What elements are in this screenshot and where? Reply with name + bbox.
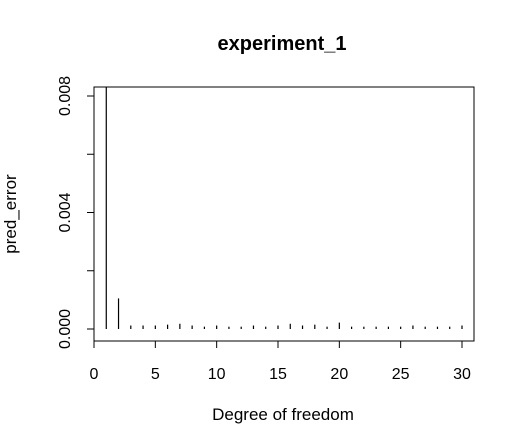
x-tick-label-30: 30 <box>453 366 471 383</box>
y-tick-label-0.008: 0.008 <box>57 76 74 116</box>
y-axis: 0.000 0.004 0.008 <box>57 76 95 349</box>
y-axis-label: pred_error <box>1 174 20 254</box>
x-tick-label-0: 0 <box>90 366 99 383</box>
plot-frame <box>93 86 475 342</box>
x-tick-label-25: 25 <box>392 366 410 383</box>
x-axis-label: Degree of freedom <box>212 405 354 424</box>
data-spikes <box>105 87 463 329</box>
x-tick-label-15: 15 <box>269 366 287 383</box>
x-axis: 0 5 10 15 20 25 30 <box>90 340 471 383</box>
y-tick-label-0.004: 0.004 <box>57 192 74 232</box>
y-tick-label-0.000: 0.000 <box>57 309 74 349</box>
x-tick-label-5: 5 <box>151 366 160 383</box>
x-tick-label-10: 10 <box>208 366 226 383</box>
x-tick-label-20: 20 <box>330 366 348 383</box>
chart-title: experiment_1 <box>218 33 347 55</box>
